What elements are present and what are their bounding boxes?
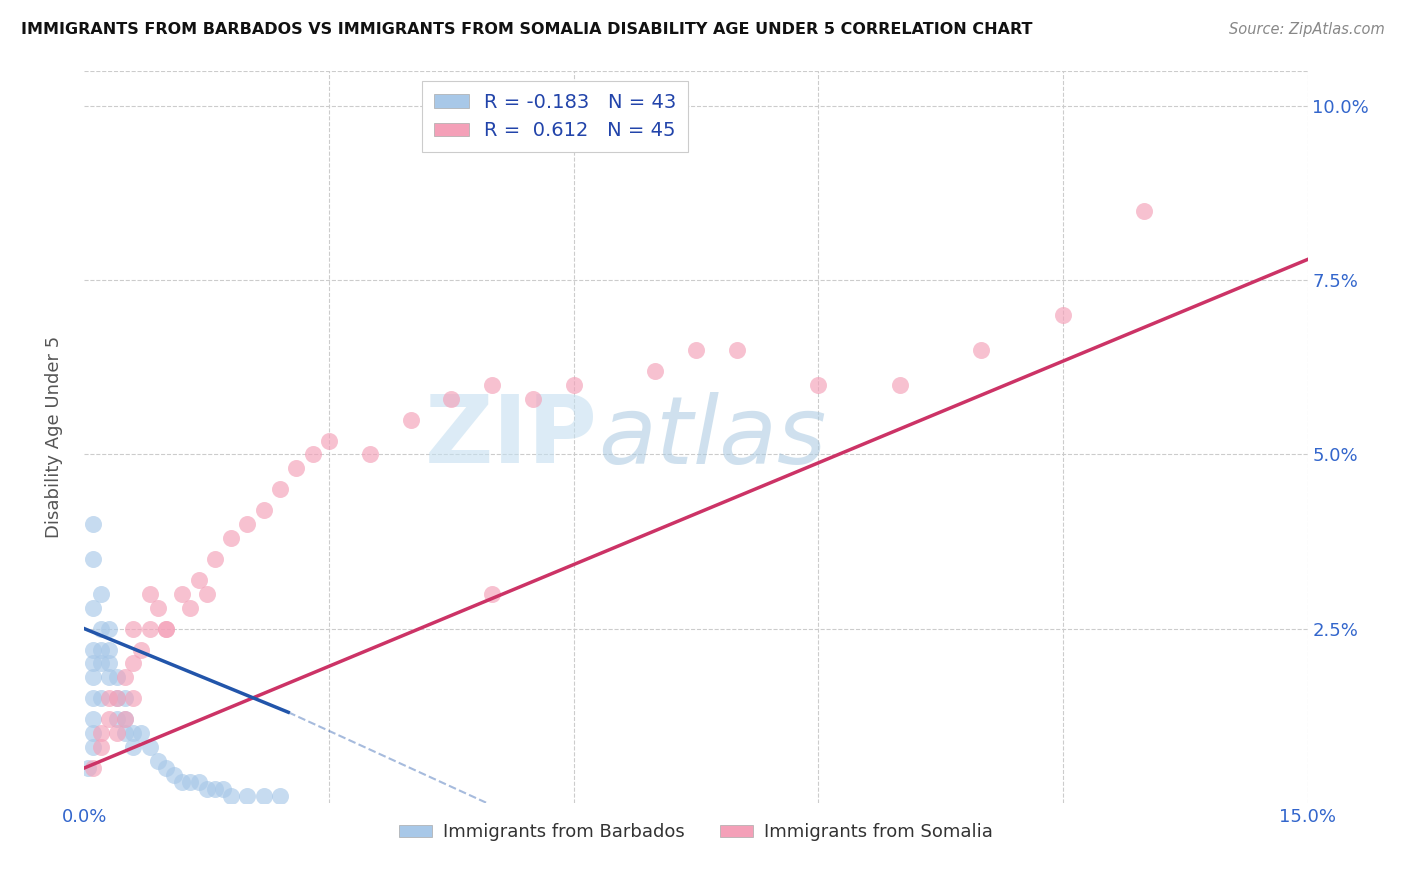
Point bbox=[114, 726, 136, 740]
Text: IMMIGRANTS FROM BARBADOS VS IMMIGRANTS FROM SOMALIA DISABILITY AGE UNDER 5 CORRE: IMMIGRANTS FROM BARBADOS VS IMMIGRANTS F… bbox=[21, 22, 1032, 37]
Point bbox=[179, 600, 201, 615]
Point bbox=[82, 517, 104, 532]
Point bbox=[155, 761, 177, 775]
Point bbox=[725, 343, 748, 357]
Point bbox=[97, 642, 120, 657]
Point bbox=[82, 642, 104, 657]
Point bbox=[146, 600, 169, 615]
Point bbox=[97, 691, 120, 706]
Point bbox=[522, 392, 544, 406]
Point bbox=[131, 642, 153, 657]
Point bbox=[807, 377, 830, 392]
Point bbox=[122, 622, 145, 636]
Point bbox=[481, 587, 503, 601]
Point bbox=[212, 781, 235, 796]
Point bbox=[138, 587, 160, 601]
Point bbox=[195, 587, 218, 601]
Point bbox=[359, 448, 381, 462]
Point bbox=[440, 392, 463, 406]
Point bbox=[90, 726, 112, 740]
Point bbox=[77, 761, 100, 775]
Point bbox=[179, 775, 201, 789]
Point bbox=[155, 622, 177, 636]
Point bbox=[97, 670, 120, 684]
Point bbox=[1052, 308, 1074, 322]
Point bbox=[970, 343, 993, 357]
Point bbox=[97, 712, 120, 726]
Point bbox=[90, 740, 112, 755]
Point bbox=[481, 377, 503, 392]
Point bbox=[90, 587, 112, 601]
Point bbox=[889, 377, 911, 392]
Point bbox=[1133, 203, 1156, 218]
Point bbox=[122, 691, 145, 706]
Point bbox=[172, 775, 194, 789]
Point bbox=[685, 343, 707, 357]
Point bbox=[253, 503, 276, 517]
Point bbox=[114, 712, 136, 726]
Point bbox=[114, 670, 136, 684]
Point bbox=[82, 691, 104, 706]
Point bbox=[105, 691, 128, 706]
Point bbox=[236, 517, 259, 532]
Point bbox=[187, 573, 209, 587]
Point bbox=[172, 587, 194, 601]
Point bbox=[90, 622, 112, 636]
Point bbox=[105, 691, 128, 706]
Point bbox=[82, 761, 104, 775]
Point bbox=[301, 448, 323, 462]
Point bbox=[90, 642, 112, 657]
Point bbox=[82, 552, 104, 566]
Point bbox=[97, 622, 120, 636]
Text: Source: ZipAtlas.com: Source: ZipAtlas.com bbox=[1229, 22, 1385, 37]
Point bbox=[82, 712, 104, 726]
Point bbox=[204, 781, 226, 796]
Point bbox=[236, 789, 259, 803]
Point bbox=[82, 740, 104, 755]
Point bbox=[138, 622, 160, 636]
Point bbox=[195, 781, 218, 796]
Point bbox=[562, 377, 585, 392]
Point bbox=[269, 483, 291, 497]
Point bbox=[105, 726, 128, 740]
Point bbox=[90, 657, 112, 671]
Point bbox=[122, 726, 145, 740]
Point bbox=[82, 726, 104, 740]
Text: ZIP: ZIP bbox=[425, 391, 598, 483]
Point bbox=[131, 726, 153, 740]
Point bbox=[138, 740, 160, 755]
Point bbox=[399, 412, 422, 426]
Point bbox=[644, 364, 666, 378]
Point bbox=[105, 670, 128, 684]
Point bbox=[97, 657, 120, 671]
Legend: Immigrants from Barbados, Immigrants from Somalia: Immigrants from Barbados, Immigrants fro… bbox=[392, 816, 1000, 848]
Point bbox=[269, 789, 291, 803]
Point bbox=[285, 461, 308, 475]
Point bbox=[146, 754, 169, 768]
Point bbox=[105, 712, 128, 726]
Text: atlas: atlas bbox=[598, 392, 827, 483]
Point bbox=[82, 670, 104, 684]
Y-axis label: Disability Age Under 5: Disability Age Under 5 bbox=[45, 336, 63, 538]
Point bbox=[114, 691, 136, 706]
Point bbox=[219, 789, 242, 803]
Point bbox=[82, 657, 104, 671]
Point bbox=[114, 712, 136, 726]
Point bbox=[253, 789, 276, 803]
Point bbox=[187, 775, 209, 789]
Point bbox=[219, 531, 242, 545]
Point bbox=[163, 768, 186, 782]
Point bbox=[204, 552, 226, 566]
Point bbox=[122, 740, 145, 755]
Point bbox=[82, 600, 104, 615]
Point bbox=[318, 434, 340, 448]
Point bbox=[122, 657, 145, 671]
Point bbox=[155, 622, 177, 636]
Point bbox=[90, 691, 112, 706]
